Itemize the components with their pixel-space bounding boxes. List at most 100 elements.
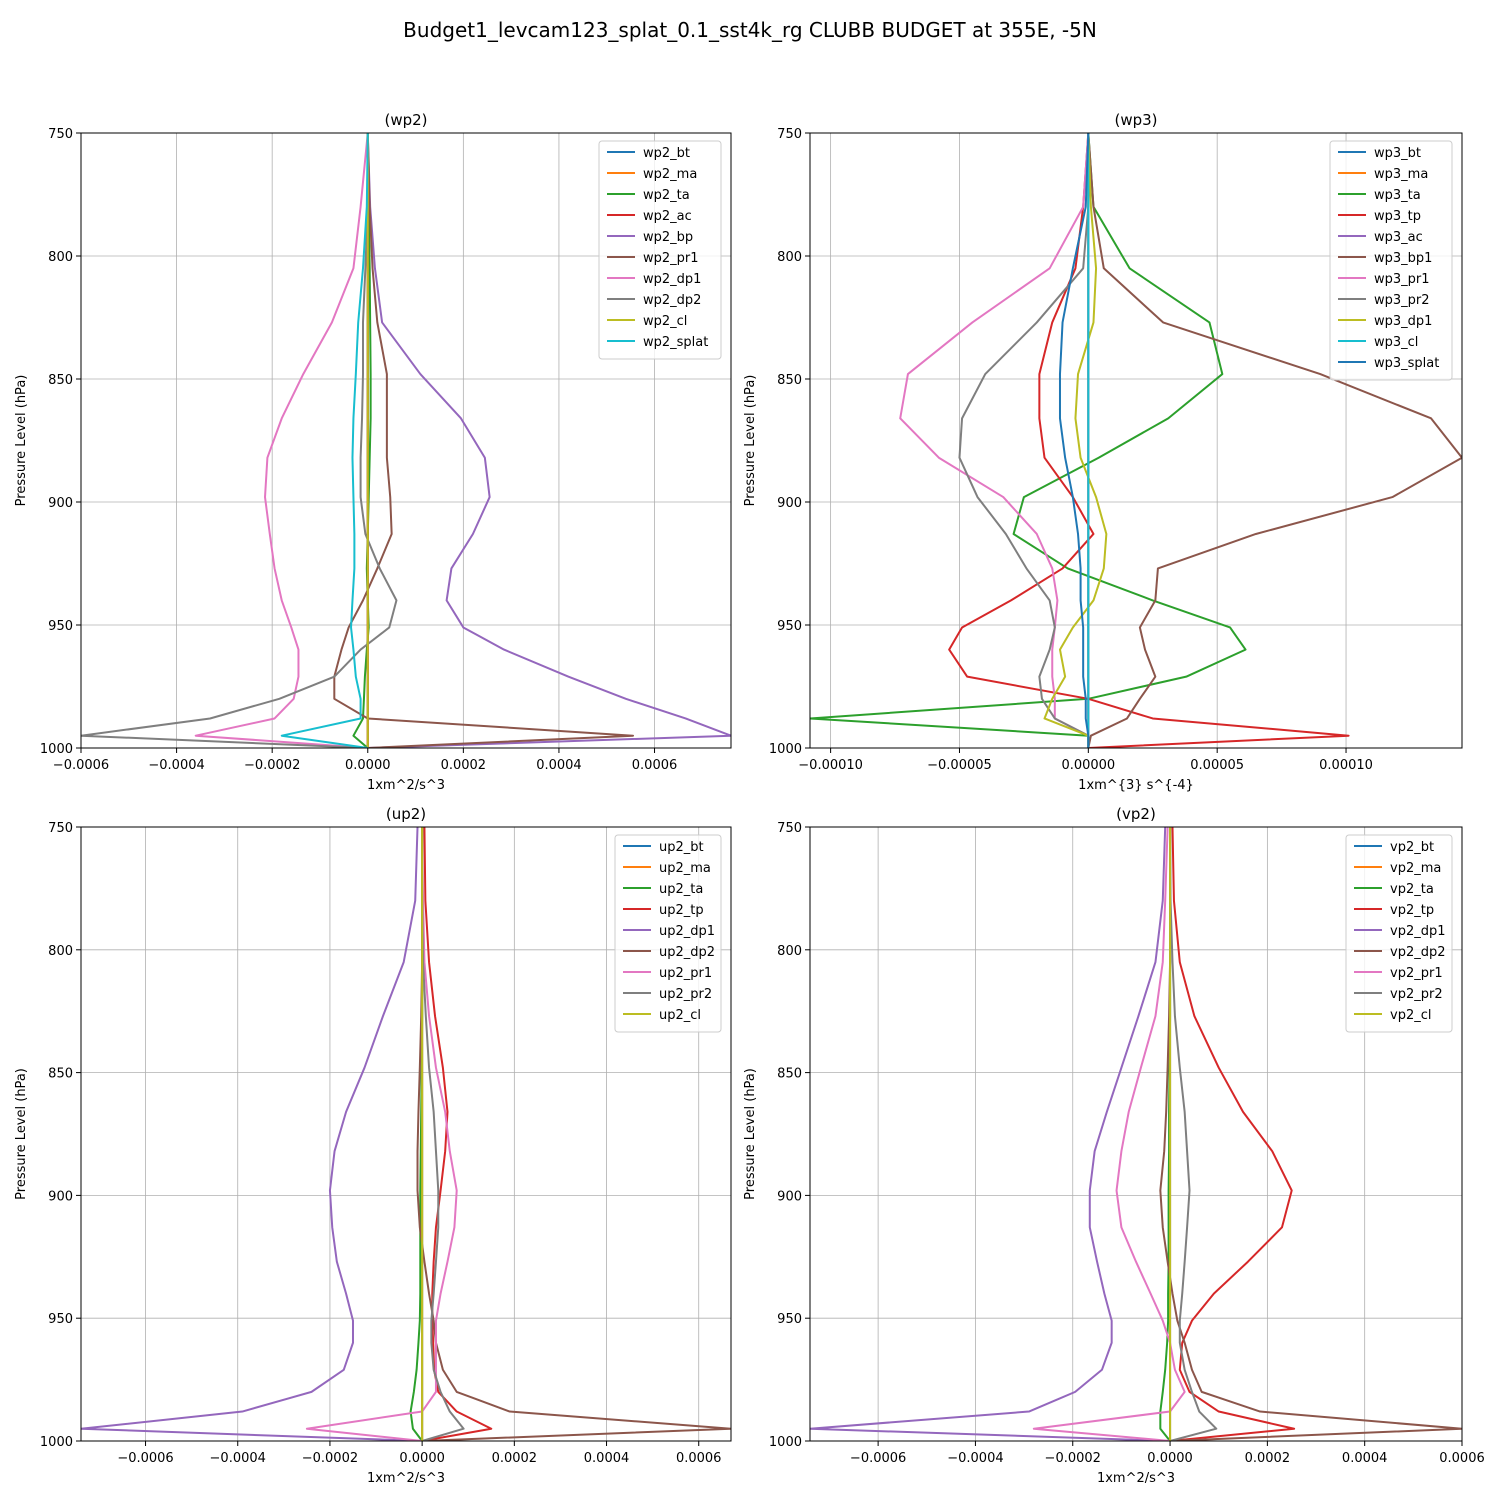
legend-label: wp3_pr2 bbox=[1374, 293, 1430, 308]
legend-label: vp2_pr1 bbox=[1390, 966, 1443, 981]
x-tick-label: 0.00000 bbox=[1061, 758, 1115, 773]
y-axis-label: Pressure Level (hPa) bbox=[743, 375, 758, 507]
legend-label: wp3_ac bbox=[1374, 230, 1423, 245]
x-tick-label: 0.00010 bbox=[1319, 758, 1373, 773]
legend-label: up2_dp1 bbox=[659, 924, 715, 939]
x-tick-label: 0.0004 bbox=[1342, 1451, 1388, 1466]
x-axis-label: 1xm^2/s^3 bbox=[1097, 1471, 1175, 1486]
panel-title: (vp2) bbox=[1116, 805, 1156, 823]
x-tick-label: 0.0004 bbox=[584, 1451, 630, 1466]
y-tick-label: 900 bbox=[777, 1189, 802, 1204]
legend-label: wp3_splat bbox=[1374, 356, 1439, 371]
y-tick-label: 950 bbox=[48, 1312, 73, 1327]
panel-title: (wp3) bbox=[1114, 111, 1157, 129]
series-line-vp2-dp1 bbox=[810, 827, 1171, 1441]
legend-label: wp2_dp1 bbox=[643, 272, 701, 287]
x-tick-label: 0.0006 bbox=[1439, 1451, 1485, 1466]
legend-label: up2_pr1 bbox=[659, 966, 712, 981]
legend-box bbox=[614, 834, 722, 1033]
series-group bbox=[810, 133, 1462, 748]
x-tick-label: 0.0004 bbox=[536, 758, 582, 773]
series-line-wp2-dp1 bbox=[194, 133, 369, 748]
axes-frame bbox=[809, 132, 1463, 749]
y-tick-label: 900 bbox=[48, 496, 73, 511]
x-tick-label: 0.0002 bbox=[492, 1451, 538, 1466]
x-tick-label: 0.0000 bbox=[1147, 1451, 1193, 1466]
legend-label: up2_dp2 bbox=[659, 945, 715, 960]
y-tick-label: 850 bbox=[777, 1067, 802, 1082]
legend-label: wp2_splat bbox=[643, 335, 708, 350]
legend: wp2_bt wp2_ma wp2_ta wp2_ac wp2_bp wp2_pr1 wp2… bbox=[598, 140, 722, 360]
y-tick-label: 750 bbox=[777, 127, 802, 142]
series-line-up2-dp1 bbox=[81, 827, 423, 1441]
legend-label: vp2_dp1 bbox=[1390, 924, 1446, 939]
legend-label: wp3_bp1 bbox=[1374, 251, 1432, 266]
legend-label: wp3_cl bbox=[1374, 335, 1418, 350]
x-tick-label: −0.00010 bbox=[798, 758, 863, 773]
y-tick-label: 1000 bbox=[40, 742, 73, 757]
legend: up2_bt up2_ma up2_ta up2_tp up2_dp1 up2_dp2up… bbox=[614, 834, 722, 1033]
legend-label: wp3_dp1 bbox=[1374, 314, 1432, 329]
series-line-wp2-bp bbox=[366, 133, 731, 748]
series-line-up2-pr2 bbox=[421, 827, 465, 1441]
x-tick-label: −0.0002 bbox=[302, 1451, 358, 1466]
y-tick-label: 800 bbox=[777, 250, 802, 265]
y-axis-label: Pressure Level (hPa) bbox=[14, 1068, 29, 1200]
series-line-vp2-pr2 bbox=[1169, 827, 1218, 1441]
legend-label: wp3_bt bbox=[1374, 146, 1421, 161]
x-tick-label: −0.0006 bbox=[850, 1451, 906, 1466]
legend-label: up2_ma bbox=[659, 861, 711, 876]
legend-label: wp2_pr1 bbox=[643, 251, 699, 266]
x-axis-label: 1xm^2/s^3 bbox=[367, 778, 445, 793]
axes-frame bbox=[80, 826, 732, 1442]
legend-label: wp3_ma bbox=[1374, 167, 1428, 182]
series-group bbox=[81, 827, 731, 1441]
x-tick-label: 0.0002 bbox=[441, 758, 487, 773]
legend-label: vp2_ma bbox=[1390, 861, 1441, 876]
series-line-wp2-splat bbox=[280, 133, 369, 748]
y-tick-label: 950 bbox=[777, 1312, 802, 1327]
legend-label: up2_pr2 bbox=[659, 987, 712, 1002]
panel-1: −0.0006 −0.0004 −0.0002 0.0000 0.0002 0.0004 0… bbox=[14, 111, 732, 793]
legend-label: vp2_dp2 bbox=[1390, 945, 1446, 960]
legend-label: up2_cl bbox=[659, 1008, 701, 1023]
series-line-wp3-pr1 bbox=[899, 133, 1090, 748]
legend-label: vp2_tp bbox=[1390, 903, 1434, 918]
legend-box bbox=[598, 140, 722, 360]
x-tick-label: 0.0000 bbox=[399, 1451, 445, 1466]
y-tick-label: 800 bbox=[48, 250, 73, 265]
x-tick-label: 0.0006 bbox=[632, 758, 678, 773]
x-tick-label: −0.00005 bbox=[927, 758, 992, 773]
series-group bbox=[81, 133, 731, 748]
series-line-wp3-splat bbox=[1058, 133, 1090, 748]
y-tick-label: 850 bbox=[48, 373, 73, 388]
series-line-wp3-bp1 bbox=[1087, 133, 1462, 748]
legend-label: wp2_ta bbox=[643, 188, 690, 203]
legend-label: wp2_cl bbox=[643, 314, 687, 329]
series-line-wp3-tp bbox=[948, 133, 1350, 748]
x-tick-label: −0.0004 bbox=[210, 1451, 266, 1466]
legend: vp2_bt vp2_ma vp2_ta vp2_tp vp2_dp1 vp2_dp2vp… bbox=[1345, 834, 1453, 1033]
x-tick-label: −0.0004 bbox=[148, 758, 204, 773]
series-line-wp3-pr2 bbox=[958, 133, 1090, 748]
legend-label: wp2_ma bbox=[643, 167, 697, 182]
series-line-up2-pr1 bbox=[305, 827, 458, 1441]
legend-label: vp2_cl bbox=[1390, 1008, 1431, 1023]
panel-4: −0.0006 −0.0004 −0.0002 0.0000 0.0002 0.0004 0… bbox=[743, 805, 1485, 1486]
x-tick-label: −0.0002 bbox=[1045, 1451, 1101, 1466]
y-tick-label: 800 bbox=[48, 944, 73, 959]
y-tick-label: 950 bbox=[48, 619, 73, 634]
legend-label: wp2_bp bbox=[643, 230, 693, 245]
y-axis-label: Pressure Level (hPa) bbox=[14, 375, 29, 507]
axes-frame bbox=[809, 826, 1463, 1442]
y-tick-label: 850 bbox=[777, 373, 802, 388]
y-tick-label: 1000 bbox=[769, 1435, 802, 1450]
x-tick-label: −0.0006 bbox=[53, 758, 109, 773]
x-tick-label: −0.0002 bbox=[244, 758, 300, 773]
y-axis-label: Pressure Level (hPa) bbox=[743, 1068, 758, 1200]
legend-label: up2_ta bbox=[659, 882, 703, 897]
series-line-wp3-ta bbox=[810, 133, 1247, 748]
series-group bbox=[810, 827, 1462, 1441]
series-line-wp2-dp2 bbox=[81, 133, 398, 748]
legend-label: vp2_ta bbox=[1390, 882, 1434, 897]
